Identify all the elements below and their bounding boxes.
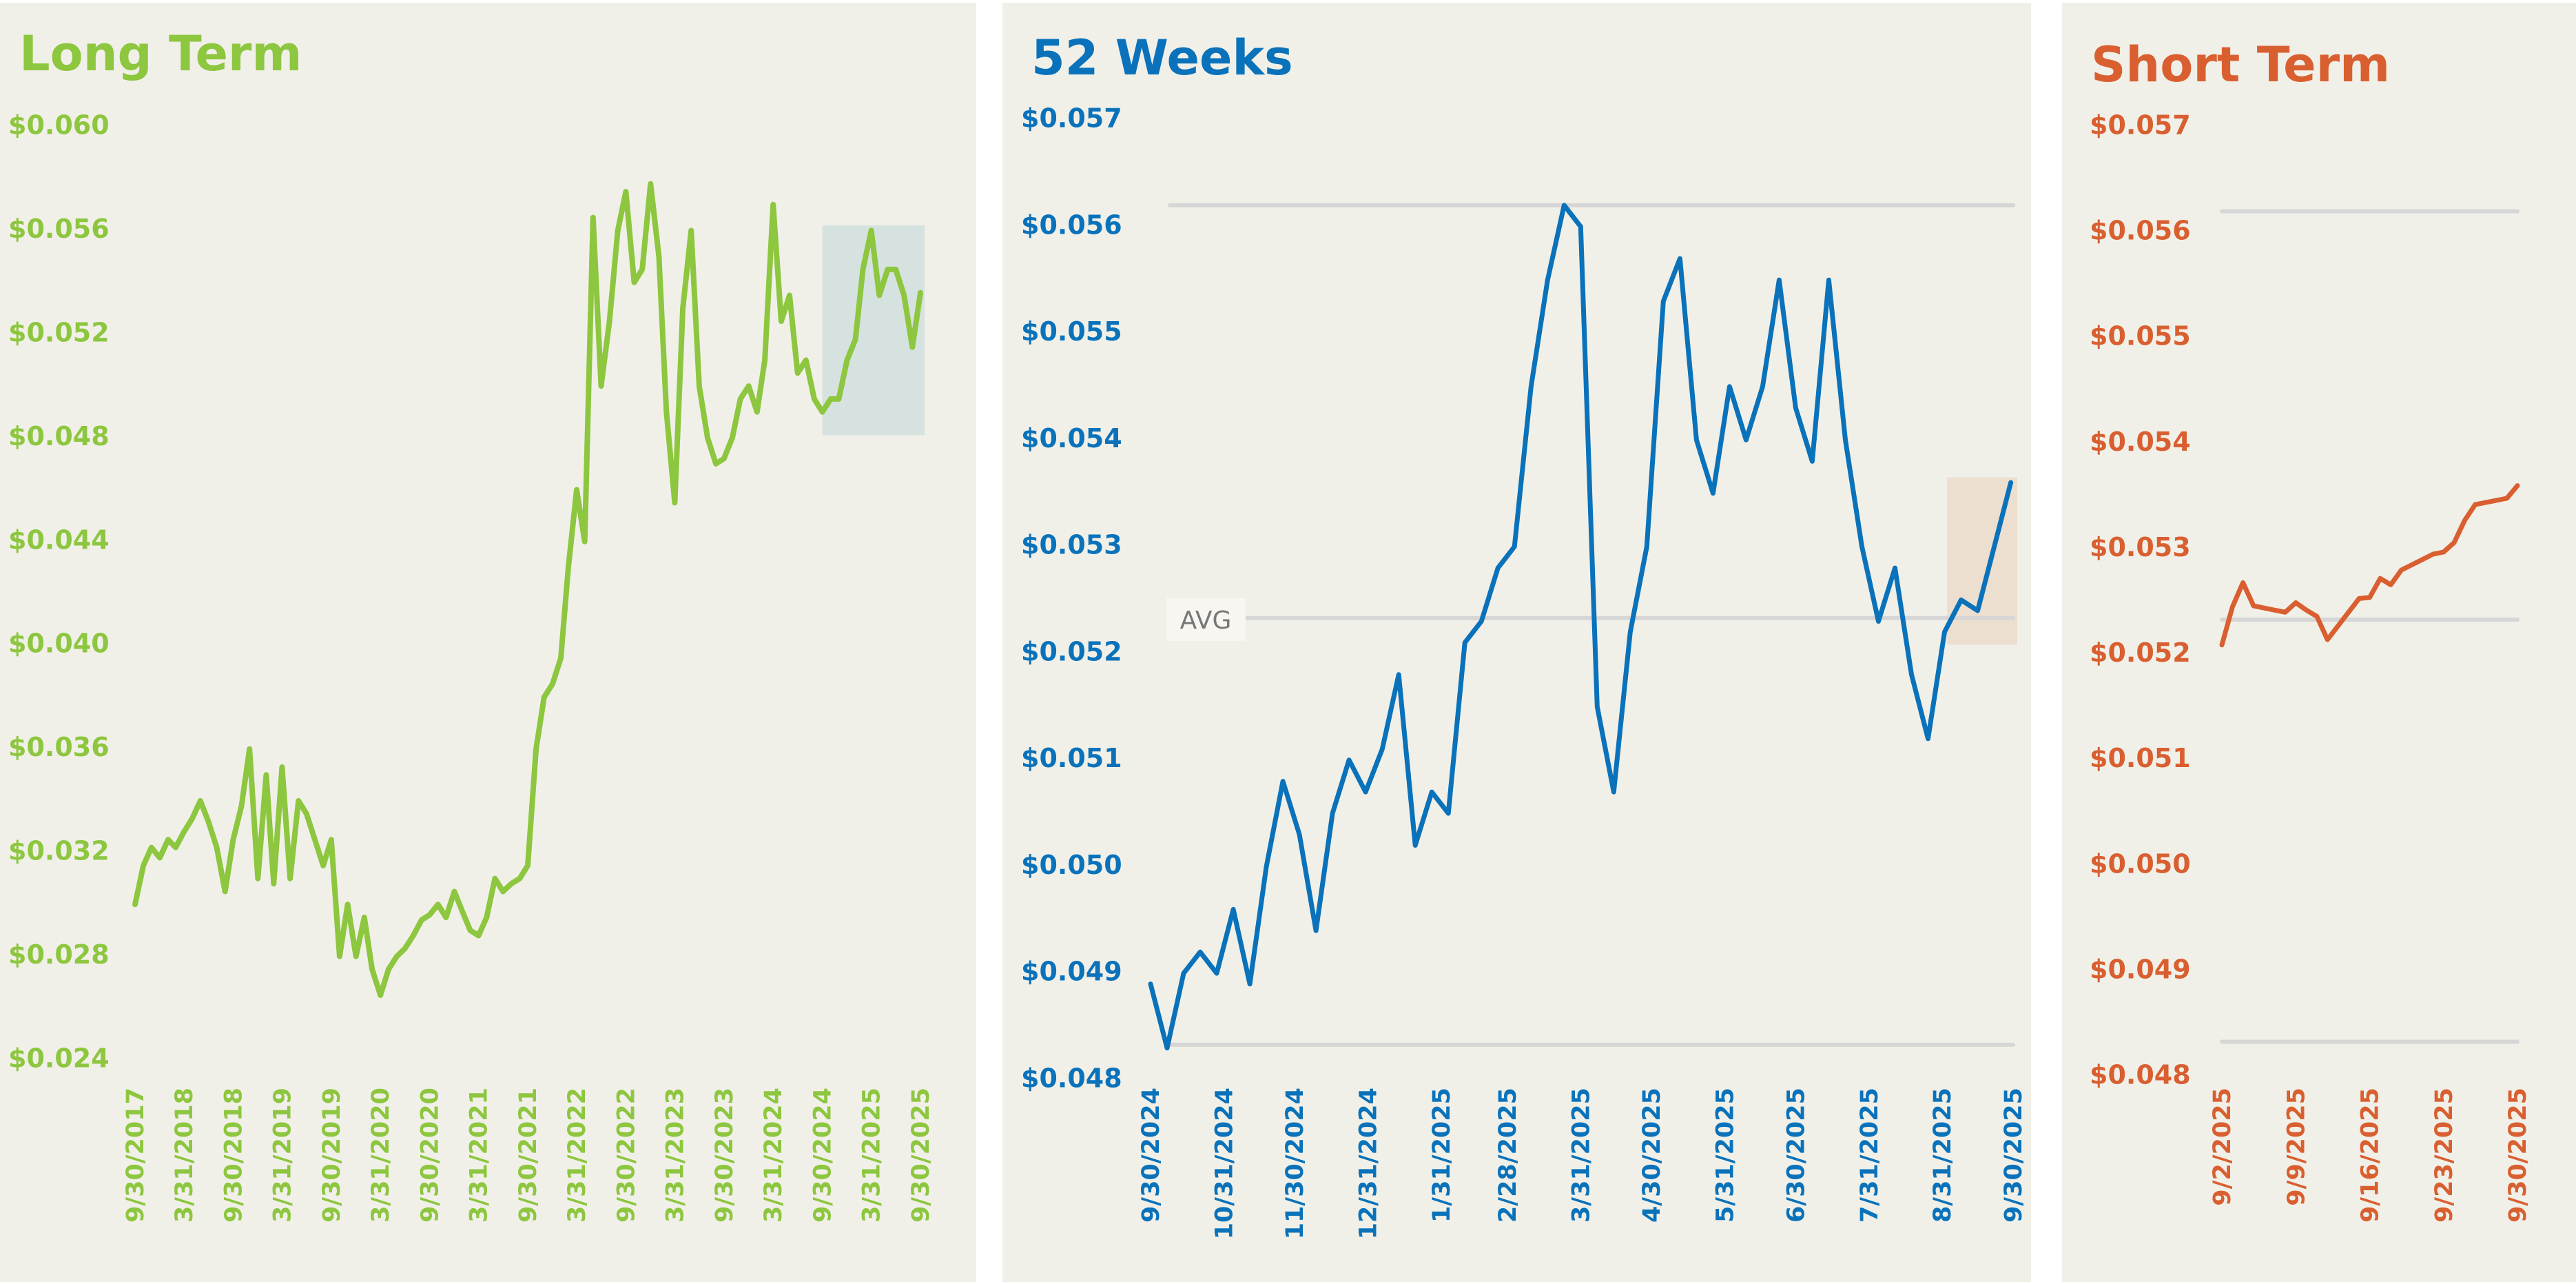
x-tick-label: 3/31/2025: [858, 1088, 886, 1223]
x-tick-label: 9/9/2025: [2283, 1088, 2310, 1206]
x-tick-label: 9/30/2021: [515, 1088, 542, 1223]
y-tick-label: $0.054: [1021, 423, 1122, 454]
x-tick-label: 9/30/2023: [711, 1088, 739, 1223]
y-tick-label: $0.052: [1021, 636, 1122, 666]
y-tick-label: $0.051: [2090, 743, 2191, 773]
y-tick-label: $0.053: [2090, 532, 2191, 562]
x-tick-label: 9/30/2024: [810, 1088, 837, 1223]
x-tick-label: 9/30/2017: [122, 1088, 150, 1223]
y-tick-label: $0.028: [8, 939, 110, 970]
x-tick-label: 8/31/2025: [1929, 1088, 1957, 1223]
y-tick-label: $0.024: [8, 1043, 110, 1074]
x-tick-label: 9/2/2025: [2209, 1088, 2236, 1206]
x-tick-label: 11/30/2024: [1281, 1088, 1309, 1239]
y-tick-label: $0.053: [1021, 530, 1122, 560]
x-tick-label: 3/31/2022: [564, 1088, 591, 1223]
y-tick-label: $0.056: [1021, 210, 1122, 240]
y-tick-label: $0.049: [1021, 957, 1122, 987]
y-tick-label: $0.054: [2090, 427, 2191, 457]
y-tick-label: $0.032: [8, 836, 110, 866]
panel-background: [2062, 3, 2576, 1282]
chart-title: Long Term: [19, 26, 302, 82]
x-tick-label: 9/30/2025: [2504, 1088, 2532, 1223]
y-tick-label: $0.056: [8, 214, 110, 244]
panel-background: [1002, 3, 2031, 1282]
y-tick-label: $0.057: [1021, 103, 1122, 134]
x-tick-label: 3/31/2025: [1567, 1088, 1595, 1223]
x-tick-label: 9/30/2018: [220, 1088, 247, 1223]
x-tick-label: 3/31/2024: [760, 1088, 787, 1223]
y-tick-label: $0.050: [1021, 850, 1122, 880]
x-tick-label: 9/30/2025: [907, 1088, 935, 1223]
x-tick-label: 1/31/2025: [1428, 1088, 1456, 1223]
x-tick-label: 6/30/2025: [1782, 1088, 1810, 1223]
chart-title: Short Term: [2091, 37, 2390, 93]
52-weeks-panel: 52 Weeks AVG $0.057 $0.056 $0.055 $0.054 $0.…: [1002, 3, 2031, 1282]
x-tick-label: 12/31/2024: [1355, 1088, 1383, 1239]
y-tick-label: $0.057: [2090, 110, 2191, 141]
y-tick-label: $0.050: [2090, 848, 2191, 879]
y-tick-label: $0.051: [1021, 743, 1122, 773]
y-tick-label: $0.055: [2090, 321, 2191, 351]
y-tick-label: $0.044: [8, 524, 110, 555]
x-tick-label: 9/30/2020: [417, 1088, 444, 1223]
x-tick-label: 3/31/2019: [269, 1088, 296, 1223]
x-tick-label: 3/31/2021: [466, 1088, 493, 1223]
x-tick-label: 2/28/2025: [1494, 1088, 1522, 1223]
y-tick-label: $0.052: [8, 317, 110, 347]
y-tick-label: $0.055: [1021, 316, 1122, 347]
y-tick-label: $0.060: [8, 110, 110, 141]
x-tick-label: 3/31/2020: [367, 1088, 395, 1223]
y-tick-label: $0.048: [1021, 1063, 1122, 1094]
avg-label: AVG: [1180, 607, 1232, 635]
x-tick-label: 9/30/2022: [612, 1088, 640, 1223]
panel-background: [0, 3, 976, 1282]
x-tick-label: 9/30/2019: [318, 1088, 346, 1223]
y-tick-label: $0.049: [2090, 954, 2191, 984]
chart-title: 52 Weeks: [1031, 30, 1293, 86]
x-tick-label: 9/30/2025: [2000, 1088, 2028, 1223]
y-tick-label: $0.048: [2090, 1060, 2191, 1090]
y-tick-label: $0.052: [2090, 638, 2191, 668]
x-tick-label: 9/23/2025: [2431, 1088, 2458, 1223]
x-tick-label: 4/30/2025: [1638, 1088, 1666, 1223]
x-tick-label: 9/30/2024: [1137, 1088, 1165, 1223]
avg-label-box: [1166, 598, 1246, 641]
short-term-panel: Short Term $0.057 $0.056 $0.055 $0.054 $0.05…: [2062, 3, 2576, 1282]
y-tick-label: $0.040: [8, 629, 110, 659]
x-tick-label: 9/16/2025: [2357, 1088, 2384, 1223]
long-term-panel: Long Term $0.060 $0.056 $0.052 $0.048 $0.044…: [0, 3, 976, 1282]
x-tick-label: 3/31/2018: [171, 1088, 198, 1223]
y-tick-label: $0.056: [2090, 216, 2191, 246]
y-tick-label: $0.036: [8, 732, 110, 762]
y-tick-label: $0.048: [8, 421, 110, 451]
x-tick-label: 5/31/2025: [1712, 1088, 1740, 1223]
x-tick-label: 3/31/2023: [661, 1088, 689, 1223]
x-tick-label: 10/31/2024: [1210, 1088, 1238, 1239]
x-tick-label: 7/31/2025: [1856, 1088, 1884, 1223]
